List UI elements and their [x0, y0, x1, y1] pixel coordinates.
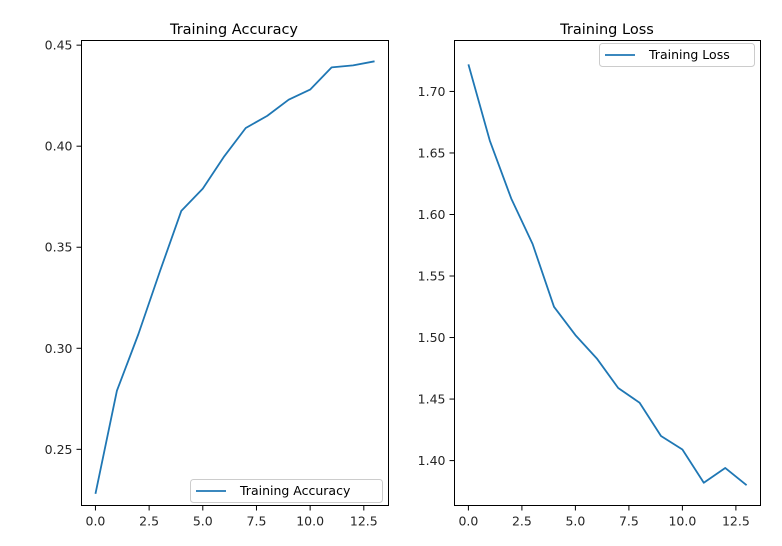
accuracy-y-ticks: 0.25 0.30 0.35 0.40 0.45: [45, 38, 82, 457]
loss-plot-frame: [454, 40, 761, 506]
loss-y-ticks: 1.40 1.45 1.50 1.55 1.60 1.65 1.70: [418, 84, 455, 468]
accuracy-x-tick-label: 7.5: [247, 514, 267, 529]
loss-x-tick-label: 12.5: [722, 514, 750, 529]
loss-x-tick-label: 5.0: [565, 514, 585, 529]
loss-chart-title: Training Loss: [559, 22, 654, 38]
accuracy-x-tick-label: 10.0: [296, 514, 324, 529]
accuracy-legend: Training Accuracy: [190, 479, 383, 503]
accuracy-plot-frame: [81, 40, 389, 506]
loss-x-tick-label: 7.5: [619, 514, 639, 529]
accuracy-x-tick-label: 5.0: [193, 514, 213, 529]
accuracy-y-tick-label: 0.40: [45, 139, 73, 154]
accuracy-x-tick-label: 12.5: [350, 514, 378, 529]
loss-x-tick-label: 0.0: [458, 514, 478, 529]
loss-panel: Training Loss 0.0 2.5 5.0 7.5 10.0 12.5 1.401…: [418, 22, 761, 529]
loss-series: [467, 64, 748, 486]
loss-y-tick-label: 1.60: [418, 207, 446, 222]
accuracy-series: [94, 60, 375, 494]
accuracy-legend-label: Training Accuracy: [239, 483, 351, 498]
loss-x-tick-label: 10.0: [668, 514, 696, 529]
accuracy-x-tick-label: 0.0: [86, 514, 106, 529]
accuracy-y-tick-label: 0.30: [45, 341, 73, 356]
accuracy-chart-title: Training Accuracy: [169, 22, 298, 38]
loss-y-tick-label: 1.50: [418, 330, 446, 345]
loss-x-ticks: 0.0 2.5 5.0 7.5 10.0 12.5: [458, 505, 750, 529]
accuracy-panel: Training Accuracy 0.0 2.5 5.0 7.5 10.0 12.5 0…: [45, 22, 389, 529]
loss-series-line: [467, 64, 748, 486]
loss-legend-box: [599, 43, 755, 67]
loss-y-tick-label: 1.40: [418, 453, 446, 468]
accuracy-y-tick-label: 0.35: [45, 240, 73, 255]
loss-y-tick-label: 1.45: [418, 392, 446, 407]
accuracy-x-tick-label: 2.5: [139, 514, 159, 529]
accuracy-series-line: [94, 60, 375, 494]
loss-y-tick-label: 1.65: [418, 145, 446, 160]
loss-legend-label: Training Loss: [648, 47, 730, 62]
loss-legend: Training Loss: [599, 43, 755, 67]
accuracy-y-tick-label: 0.45: [45, 38, 73, 53]
accuracy-y-tick-label: 0.25: [45, 442, 73, 457]
accuracy-x-ticks: 0.0 2.5 5.0 7.5 10.0 12.5: [86, 505, 378, 529]
loss-y-tick-label: 1.55: [418, 269, 446, 284]
loss-y-tick-label: 1.70: [418, 84, 446, 99]
accuracy-legend-box: [190, 479, 383, 503]
loss-x-tick-label: 2.5: [512, 514, 532, 529]
